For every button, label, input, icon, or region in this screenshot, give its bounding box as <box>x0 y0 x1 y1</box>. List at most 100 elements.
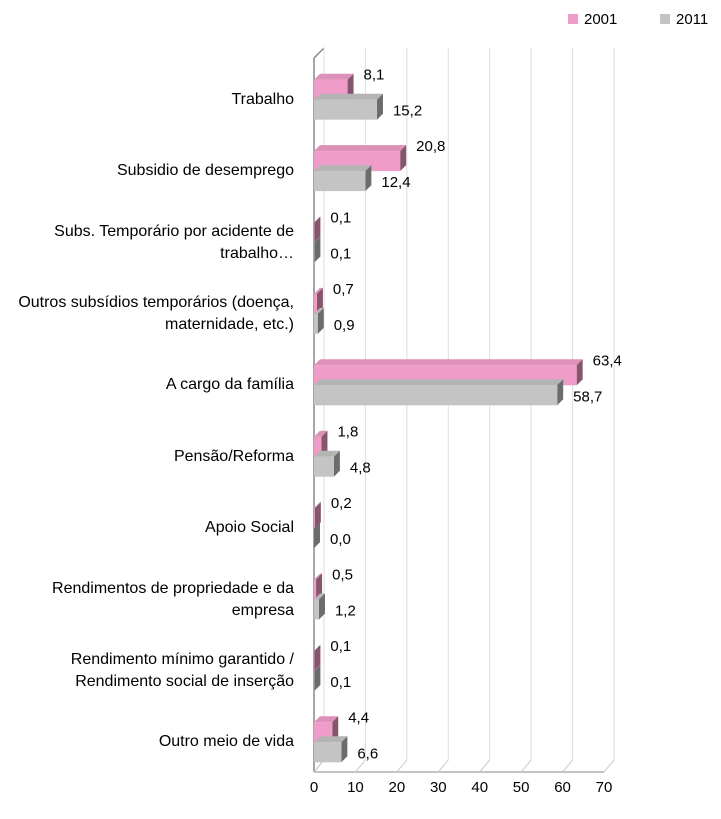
bar-side <box>314 236 321 263</box>
bar-top <box>314 165 372 172</box>
bar <box>314 385 558 406</box>
value-label: 0,1 <box>330 638 351 655</box>
y-tick-label: Apoio Social <box>205 519 294 537</box>
bar-top <box>314 73 354 80</box>
bar-top <box>314 359 583 366</box>
x-tick-label: 20 <box>389 779 406 796</box>
bar-side <box>316 573 323 600</box>
bar <box>314 456 334 477</box>
grid-line <box>355 759 366 773</box>
wall-edge <box>313 47 325 59</box>
bar <box>314 293 317 314</box>
y-tick-label: Trabalho <box>231 90 294 108</box>
bar-top <box>314 379 564 386</box>
bar-side <box>314 522 320 549</box>
bar-top <box>314 736 348 743</box>
bar-top <box>314 450 340 457</box>
value-label: 0,9 <box>334 317 355 334</box>
value-label: 0,5 <box>332 566 353 583</box>
value-label: 4,4 <box>348 709 369 726</box>
y-tick-label: Rendimento mínimo garantido / Rendimento… <box>70 650 294 690</box>
value-label: 4,8 <box>350 460 371 477</box>
x-tick-label: 0 <box>310 779 318 796</box>
bar-side <box>576 359 583 386</box>
value-label: 0,2 <box>331 495 352 512</box>
value-label: 58,7 <box>573 388 602 405</box>
value-label: 0,1 <box>330 209 351 226</box>
bar-top <box>314 216 321 223</box>
value-label: 0,1 <box>330 245 351 262</box>
grid-line <box>603 759 615 773</box>
bar-top <box>314 502 321 509</box>
value-label: 6,6 <box>357 745 378 762</box>
bar-top <box>314 236 321 243</box>
bar <box>314 171 366 192</box>
bar-side <box>333 450 340 477</box>
bar-side <box>317 307 324 334</box>
bar-top <box>314 287 323 294</box>
y-tick-label: A cargo da família <box>165 376 294 394</box>
bar <box>314 313 318 334</box>
y-tick-label: Subs. Temporário por acidente de trabalh… <box>54 222 294 262</box>
grid-line <box>479 759 491 773</box>
bar-side <box>557 379 564 406</box>
value-label: 0,0 <box>330 531 351 548</box>
bar-side <box>316 287 323 314</box>
value-label: 20,8 <box>416 138 445 155</box>
y-tick-label: Rendimentos de propriedade e da empresa <box>52 579 294 619</box>
bar-side <box>365 165 372 192</box>
y-tick-label: Subsidio de desemprego <box>116 162 294 180</box>
bar-side <box>347 73 354 100</box>
value-label: 63,4 <box>593 352 622 369</box>
value-label: 12,4 <box>381 174 410 191</box>
bar-top <box>314 716 339 723</box>
x-tick-label: 40 <box>471 779 488 796</box>
legend-swatch <box>660 14 670 24</box>
bar-side <box>332 716 339 743</box>
bar-side <box>314 216 321 243</box>
value-label: 1,2 <box>335 602 356 619</box>
bar-side <box>321 430 328 457</box>
bar <box>314 579 317 600</box>
bar <box>314 599 319 620</box>
value-label: 0,1 <box>330 674 351 691</box>
bar-side <box>400 145 407 172</box>
x-tick-label: 30 <box>430 779 447 796</box>
bar <box>314 436 322 457</box>
bar-top <box>314 573 323 580</box>
bar-top <box>314 93 383 100</box>
bar-top <box>314 664 321 671</box>
x-tick-label: 60 <box>554 779 571 796</box>
x-tick-label: 70 <box>596 779 613 796</box>
legend-label: 2011 <box>676 11 708 28</box>
value-label: 15,2 <box>393 103 422 120</box>
bar-side <box>341 736 348 763</box>
bar-side <box>376 93 383 120</box>
bar-side <box>314 664 321 691</box>
y-tick-label: Outro meio de vida <box>158 733 294 751</box>
legend-label: 2001 <box>584 11 617 28</box>
bar <box>314 508 315 529</box>
bar <box>314 742 342 763</box>
y-tick-label: Outros subsídios temporários (doença, ma… <box>18 293 294 333</box>
bar-top <box>314 593 325 600</box>
legend-swatch <box>568 14 578 24</box>
grid-line <box>437 759 449 773</box>
y-tick-label: Pensão/Reforma <box>173 447 294 465</box>
value-label: 1,8 <box>337 424 358 441</box>
value-label: 0,7 <box>333 281 354 298</box>
bar <box>314 99 377 120</box>
bar-side <box>314 502 321 529</box>
bar-top <box>314 307 324 314</box>
bar-top <box>314 644 321 651</box>
bar-top <box>314 145 407 152</box>
x-tick-label: 10 <box>347 779 364 796</box>
grid-line <box>520 759 532 773</box>
bar-side <box>318 593 325 620</box>
grid-line <box>562 759 573 773</box>
grid-line <box>396 759 408 773</box>
value-label: 8,1 <box>364 67 385 84</box>
bar-top <box>314 430 328 437</box>
